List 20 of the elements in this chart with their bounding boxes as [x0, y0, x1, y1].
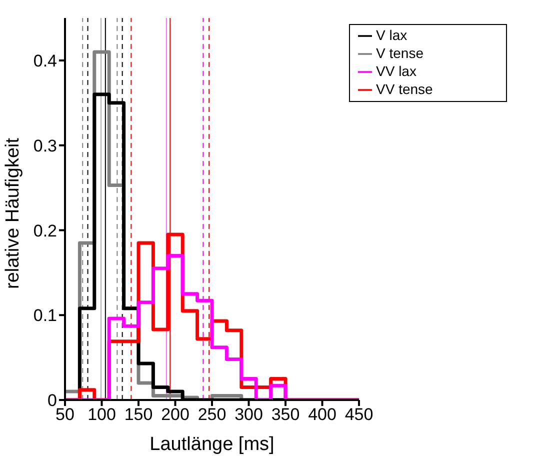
legend-label: VV lax — [376, 63, 416, 79]
x-tick-label: 200 — [161, 405, 190, 424]
y-tick-label: 0.2 — [33, 221, 57, 240]
x-tick-label: 250 — [198, 405, 226, 424]
x-tick-label: 400 — [308, 405, 336, 424]
x-tick-label: 450 — [344, 405, 374, 424]
legend-label: V tense — [376, 45, 424, 61]
x-axis-title: Lautlänge [ms] — [150, 434, 274, 455]
x-tick-label: 100 — [88, 405, 116, 424]
y-axis-title: relative Häufigkeit — [2, 137, 24, 289]
x-tick-label: 350 — [271, 405, 300, 424]
y-tick-label: 0.1 — [33, 306, 57, 326]
y-tick-label: 0.3 — [33, 136, 57, 156]
y-tick-label: 0.4 — [33, 51, 57, 70]
legend-label: V lax — [376, 27, 408, 43]
x-tick-label: 50 — [56, 405, 74, 424]
x-tick-label: 300 — [234, 405, 263, 424]
x-tick-label: 150 — [124, 405, 153, 424]
legend-label: VV tense — [376, 81, 433, 97]
y-tick-label: 0 — [48, 391, 57, 410]
